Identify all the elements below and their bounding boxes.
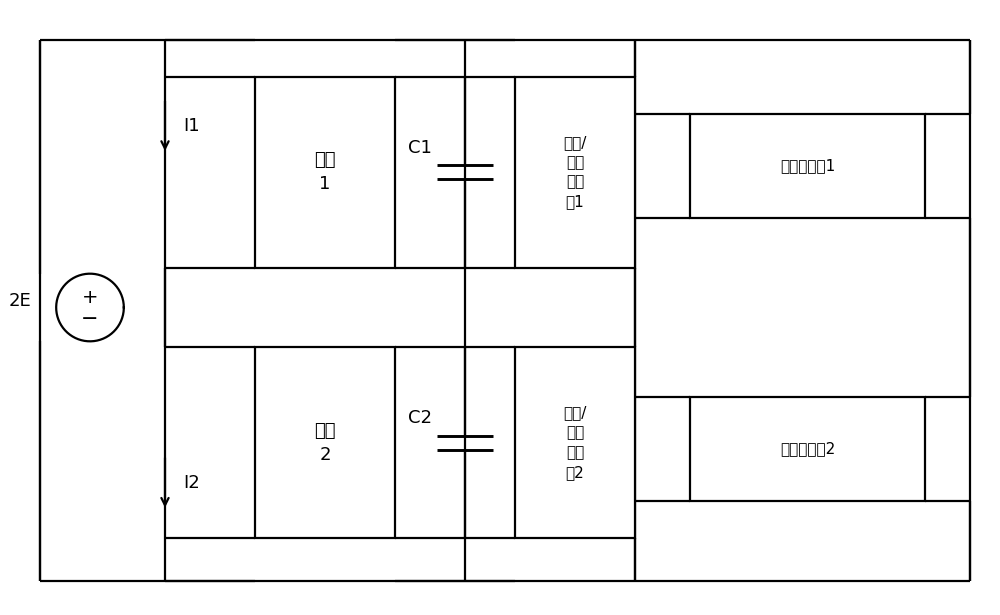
Text: I1: I1 <box>183 117 200 135</box>
Text: 2E: 2E <box>8 292 31 311</box>
Text: 高频变压器1: 高频变压器1 <box>780 159 835 173</box>
Text: 负载
1: 负载 1 <box>314 151 336 193</box>
Text: 负载
2: 负载 2 <box>314 422 336 464</box>
Bar <box>515 347 635 538</box>
Text: C2: C2 <box>408 409 432 427</box>
Text: −: − <box>81 309 99 330</box>
Text: 直流/
交流
变换
器1: 直流/ 交流 变换 器1 <box>563 135 587 209</box>
Text: C1: C1 <box>408 138 432 157</box>
Bar <box>255 77 395 268</box>
Text: 直流/
交流
变换
器2: 直流/ 交流 变换 器2 <box>563 406 587 480</box>
Text: I2: I2 <box>183 474 200 492</box>
Bar <box>515 77 635 268</box>
Text: 高频变压器2: 高频变压器2 <box>780 442 835 456</box>
Text: +: + <box>82 288 98 307</box>
Bar <box>690 114 925 218</box>
Bar <box>690 397 925 501</box>
Bar <box>255 347 395 538</box>
